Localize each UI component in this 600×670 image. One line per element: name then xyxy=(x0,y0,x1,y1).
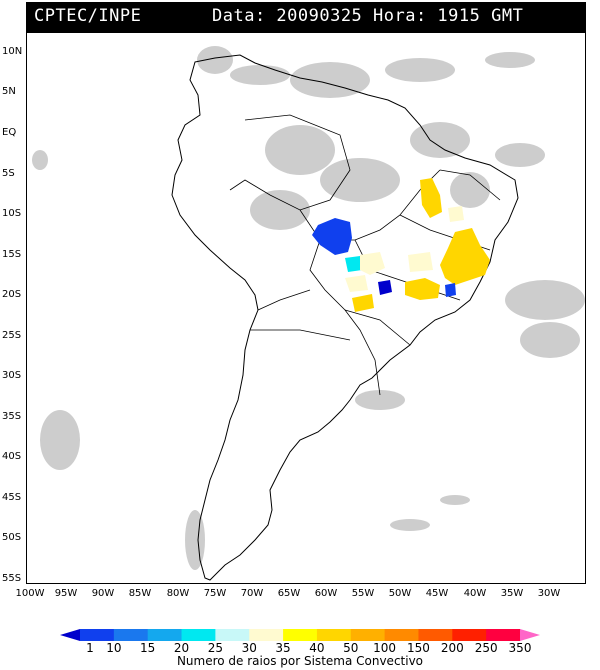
colorbar-segment xyxy=(418,629,453,641)
lat-label: 10S xyxy=(2,208,22,219)
colorbar-segment xyxy=(181,629,216,641)
colorbar-label: 20 xyxy=(173,641,190,655)
colorbar-segment xyxy=(316,629,352,641)
legend-colorbar xyxy=(60,629,540,641)
colorbar-left-arrow xyxy=(60,629,80,641)
map-panel xyxy=(26,32,586,584)
lon-label: 45W xyxy=(425,588,449,599)
lon-label: 95W xyxy=(54,588,78,599)
lon-label: 80W xyxy=(166,588,190,599)
colorbar-label: 250 xyxy=(474,641,498,655)
south-america-outline xyxy=(171,54,519,581)
lat-label: 30S xyxy=(2,370,22,381)
lat-label: 45S xyxy=(2,492,22,503)
lat-label: EQ xyxy=(2,127,17,138)
colorbar-segment xyxy=(249,629,284,641)
lat-label: 5S xyxy=(2,168,15,179)
lon-label: 85W xyxy=(128,588,152,599)
colorbar-label: 50 xyxy=(343,641,359,655)
lon-label: 90W xyxy=(91,588,115,599)
datetime-label: Data: 20090325 Hora: 1915 GMT xyxy=(212,6,524,26)
colorbar-label: 1 xyxy=(86,641,94,655)
colorbar-segment xyxy=(215,629,250,641)
colorbar-label: 30 xyxy=(241,641,257,655)
colorbar-segment xyxy=(113,629,149,641)
colorbar-label: 350 xyxy=(508,641,532,655)
colorbar-segment xyxy=(350,629,386,641)
source-label: CPTEC/INPE xyxy=(34,6,142,26)
lon-label: 30W xyxy=(537,588,561,599)
colorbar-segment xyxy=(283,629,318,641)
colorbar-right-arrow xyxy=(520,629,540,641)
colorbar-segments xyxy=(80,629,521,641)
lat-label: 25S xyxy=(2,330,22,341)
lat-label: 5N xyxy=(2,86,16,97)
lat-label: 40S xyxy=(2,451,22,462)
lon-label: 50W xyxy=(388,588,412,599)
lon-label: 65W xyxy=(277,588,301,599)
legend-title: Numero de raios por Sistema Convectivo xyxy=(176,654,424,668)
colorbar-segment xyxy=(486,629,521,641)
cloud-cover xyxy=(32,46,585,570)
colorbar-label: 35 xyxy=(275,641,291,655)
colorbar-label: 15 xyxy=(140,641,156,655)
lon-label: 35W xyxy=(500,588,524,599)
colorbar-label: 200 xyxy=(440,641,464,655)
colorbar-segment xyxy=(147,629,183,641)
colorbar-segment xyxy=(80,629,115,641)
lon-label: 70W xyxy=(240,588,264,599)
lat-label: 20S xyxy=(2,289,22,300)
lon-label: 55W xyxy=(351,588,375,599)
lat-label: 35S xyxy=(2,411,22,422)
map-header: CPTEC/INPE Data: 20090325 Hora: 1915 GMT xyxy=(26,2,586,32)
lon-label: 40W xyxy=(463,588,487,599)
map-canvas xyxy=(32,46,585,581)
colorbar-label: 40 xyxy=(309,641,325,655)
lat-label: 15S xyxy=(2,249,22,260)
lat-label: 55S xyxy=(2,573,22,584)
convective-systems xyxy=(312,178,490,312)
colorbar-segment xyxy=(452,629,487,641)
colorbar-label: 100 xyxy=(373,641,397,655)
colorbar-segment xyxy=(384,629,419,641)
colorbar-label: 10 xyxy=(106,641,122,655)
lat-label: 10N xyxy=(2,46,23,57)
lon-label: 100W xyxy=(15,588,45,599)
colorbar-label: 25 xyxy=(207,641,224,655)
lon-label: 60W xyxy=(314,588,338,599)
colorbar-label: 150 xyxy=(407,641,430,655)
lon-label: 75W xyxy=(203,588,227,599)
lat-label: 50S xyxy=(2,532,22,543)
